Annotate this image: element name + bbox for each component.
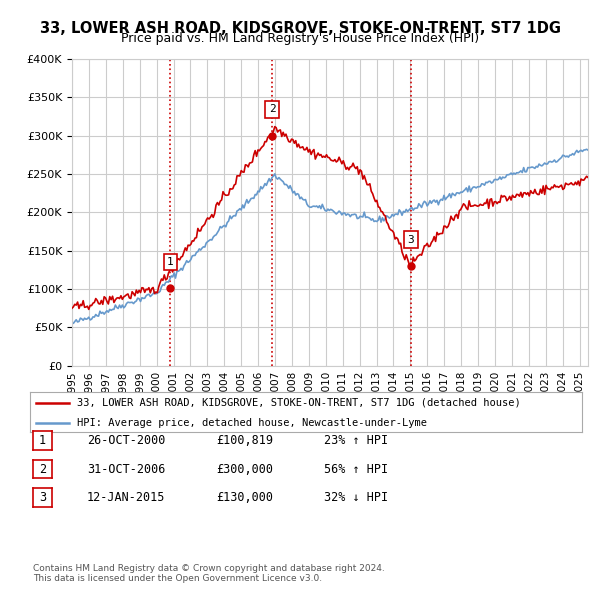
Text: 1: 1 bbox=[167, 257, 174, 267]
Text: £300,000: £300,000 bbox=[216, 463, 273, 476]
Text: 33, LOWER ASH ROAD, KIDSGROVE, STOKE-ON-TRENT, ST7 1DG (detached house): 33, LOWER ASH ROAD, KIDSGROVE, STOKE-ON-… bbox=[77, 398, 521, 408]
Text: 31-OCT-2006: 31-OCT-2006 bbox=[87, 463, 166, 476]
Text: 3: 3 bbox=[39, 491, 46, 504]
Text: 3: 3 bbox=[407, 235, 415, 245]
Text: Contains HM Land Registry data © Crown copyright and database right 2024.
This d: Contains HM Land Registry data © Crown c… bbox=[33, 563, 385, 583]
Text: £100,819: £100,819 bbox=[216, 434, 273, 447]
Text: £130,000: £130,000 bbox=[216, 491, 273, 504]
Text: 2: 2 bbox=[39, 463, 46, 476]
Text: HPI: Average price, detached house, Newcastle-under-Lyme: HPI: Average price, detached house, Newc… bbox=[77, 418, 427, 428]
Text: 56% ↑ HPI: 56% ↑ HPI bbox=[324, 463, 388, 476]
Text: 33, LOWER ASH ROAD, KIDSGROVE, STOKE-ON-TRENT, ST7 1DG: 33, LOWER ASH ROAD, KIDSGROVE, STOKE-ON-… bbox=[40, 21, 560, 35]
Text: 2: 2 bbox=[269, 104, 275, 114]
Text: 1: 1 bbox=[39, 434, 46, 447]
Text: 32% ↓ HPI: 32% ↓ HPI bbox=[324, 491, 388, 504]
Text: 23% ↑ HPI: 23% ↑ HPI bbox=[324, 434, 388, 447]
Text: 12-JAN-2015: 12-JAN-2015 bbox=[87, 491, 166, 504]
Text: Price paid vs. HM Land Registry's House Price Index (HPI): Price paid vs. HM Land Registry's House … bbox=[121, 32, 479, 45]
Text: 26-OCT-2000: 26-OCT-2000 bbox=[87, 434, 166, 447]
